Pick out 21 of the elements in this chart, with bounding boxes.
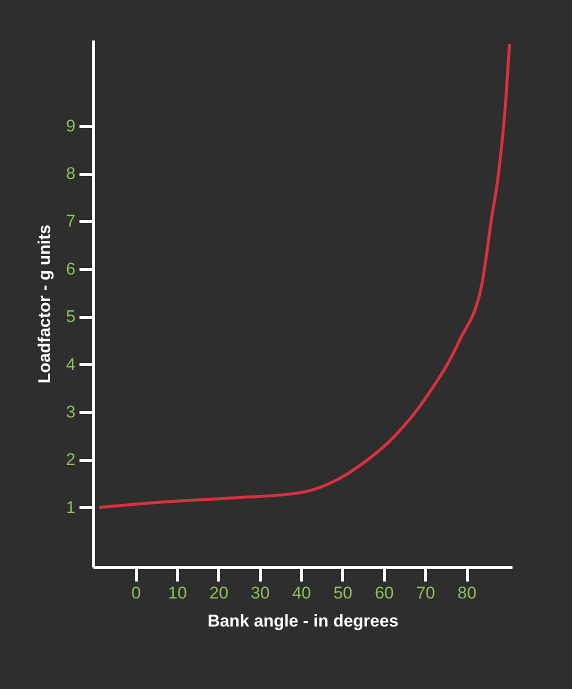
y-tick-label: 2 xyxy=(66,450,76,470)
y-tick-label: 6 xyxy=(66,259,76,278)
x-tick-label: 10 xyxy=(168,584,187,602)
y-tick-label: 4 xyxy=(66,354,76,374)
x-axis-title: Bank angle - in degrees xyxy=(208,612,398,630)
x-tick-label: 30 xyxy=(250,584,270,602)
x-tick-label: 0 xyxy=(131,584,141,602)
y-tick-label: 3 xyxy=(66,402,76,422)
y-tick-label: 7 xyxy=(66,212,76,231)
y-tick-label: 1 xyxy=(66,498,76,517)
y-tick-label: 9 xyxy=(66,116,76,136)
y-tick-label: 8 xyxy=(66,164,76,184)
y-tick-label: 5 xyxy=(66,307,76,326)
x-tick-label: 40 xyxy=(292,584,312,602)
x-tick-label: 60 xyxy=(374,584,394,602)
y-axis-title: Loadfactor - g units xyxy=(35,224,54,384)
x-tick-label: 20 xyxy=(209,584,228,602)
x-tick-label: 50 xyxy=(333,584,352,602)
x-tick-label: 70 xyxy=(416,584,436,602)
line-series xyxy=(98,42,512,509)
x-tick-label: 80 xyxy=(458,584,476,602)
